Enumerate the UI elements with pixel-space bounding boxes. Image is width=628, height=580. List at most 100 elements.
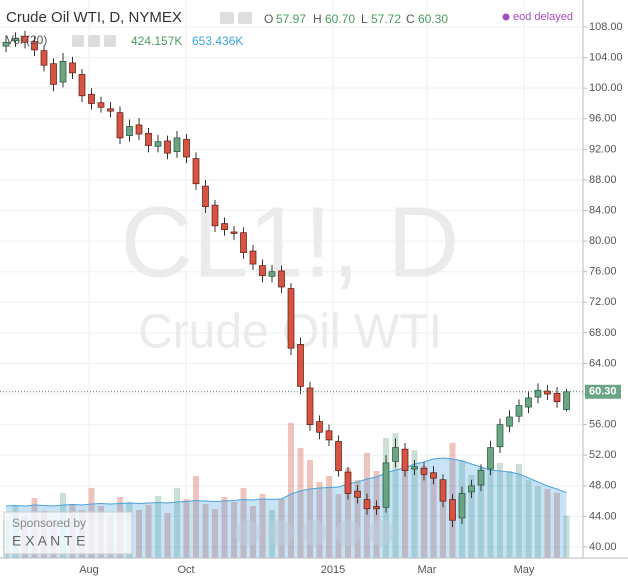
- y-tick-label: 72.00: [589, 296, 617, 308]
- candle-body: [221, 223, 228, 230]
- candle-body: [183, 139, 190, 158]
- candle-body: [164, 140, 171, 154]
- candle-body: [154, 141, 162, 147]
- candle-body: [439, 479, 447, 502]
- last-price-box: [585, 384, 621, 399]
- ohlc-key: H: [313, 12, 322, 26]
- y-tick-label: 56.00: [589, 419, 617, 431]
- y-tick-label: 108.00: [589, 21, 623, 33]
- candle-body: [202, 185, 209, 208]
- candle-body: [373, 506, 380, 510]
- volume-bar: [212, 509, 218, 558]
- icon[interactable]: [238, 12, 252, 24]
- volume-bar: [231, 502, 237, 558]
- candle-body: [135, 124, 143, 135]
- reset-button[interactable]: [301, 520, 327, 546]
- x-tick-label: May: [514, 564, 535, 576]
- candle-body: [50, 63, 57, 85]
- x-tick-label: 2015: [321, 564, 345, 576]
- volume-bar: [202, 504, 209, 558]
- candle-body: [211, 204, 219, 227]
- volume-indicator: Vol (20): [6, 33, 47, 47]
- candle-body: [458, 493, 466, 519]
- ohlc-value: 57.97: [276, 12, 306, 26]
- candle-body: [240, 232, 247, 253]
- zoom-in-button[interactable]: [335, 520, 361, 546]
- candle-body: [496, 424, 504, 448]
- volume-bar: [155, 496, 161, 558]
- y-tick-label: 88.00: [589, 174, 617, 186]
- x-tick-label: Oct: [177, 564, 194, 576]
- candle-body: [382, 462, 390, 508]
- candle-body: [88, 93, 95, 104]
- candle-body: [230, 231, 238, 234]
- volume-bar: [316, 482, 323, 558]
- candle-body: [69, 62, 76, 74]
- volume-bar: [354, 480, 361, 558]
- volume-bar: [288, 423, 294, 558]
- candle-body: [354, 490, 361, 498]
- volume-bar: [535, 486, 541, 558]
- y-tick-label: 68.00: [589, 327, 617, 339]
- volume-bar: [345, 468, 351, 558]
- y-tick-label: 44.00: [589, 510, 617, 522]
- sponsor-box[interactable]: [3, 511, 133, 555]
- candle-body: [487, 447, 494, 470]
- volume-bar: [297, 448, 304, 558]
- y-tick-label: 92.00: [589, 143, 617, 155]
- watermark-symbol: CL1!, D: [120, 186, 459, 298]
- y-tick-label: 84.00: [589, 204, 617, 216]
- zoom-out-button[interactable]: [268, 520, 294, 546]
- candle-body: [392, 447, 399, 462]
- volume-bar: [554, 493, 560, 558]
- symbol-title: Crude Oil WTI, D, NYMEX: [6, 9, 182, 26]
- icon[interactable]: [88, 35, 100, 47]
- candle-body: [534, 389, 542, 398]
- candle-body: [40, 50, 48, 66]
- volume-bar: [544, 489, 551, 558]
- candles: [2, 30, 570, 528]
- volume-bar: [487, 457, 494, 558]
- volume-bar: [259, 494, 266, 558]
- icon[interactable]: [220, 12, 234, 24]
- volume-bar: [468, 475, 475, 558]
- candle-body: [2, 41, 10, 47]
- candle-body: [268, 271, 276, 277]
- sponsor-name: E X A N T E: [12, 533, 85, 549]
- candle-body: [363, 499, 371, 510]
- volume-bar: [440, 482, 446, 558]
- volume-bar: [136, 510, 142, 558]
- icon[interactable]: [72, 35, 84, 47]
- scroll-left-button[interactable]: [235, 520, 261, 546]
- y-tick-label: 96.00: [589, 113, 617, 125]
- volume-bar: [402, 460, 408, 558]
- candle-body: [344, 471, 352, 494]
- candle-body: [335, 441, 342, 471]
- candle-body: [430, 472, 437, 479]
- icon[interactable]: [104, 35, 116, 47]
- volume-bar: [421, 466, 427, 558]
- scroll-right-button[interactable]: [368, 520, 394, 546]
- candle-body: [468, 485, 475, 493]
- volume-bar: [183, 499, 190, 558]
- candle-body: [544, 390, 551, 395]
- candle-body: [325, 430, 333, 441]
- candle-body: [173, 137, 181, 152]
- candle-body: [525, 397, 532, 408]
- y-tick-label: 52.00: [589, 449, 617, 461]
- volume-bar: [478, 468, 484, 558]
- candle-body: [515, 405, 523, 417]
- y-tick-label: 76.00: [589, 266, 617, 278]
- candle-body: [306, 387, 314, 425]
- volume-bar: [145, 505, 152, 558]
- status-dot: [502, 13, 510, 21]
- volume-bar: [193, 476, 199, 558]
- candle-body: [420, 467, 428, 475]
- y-tick-label: 48.00: [589, 480, 617, 492]
- ohlc-value: 60.70: [325, 12, 355, 26]
- volume-bar: [411, 450, 418, 558]
- x-tick-label: Mar: [418, 564, 437, 576]
- volume-bar: [563, 515, 570, 558]
- y-tick-label: 64.00: [589, 357, 617, 369]
